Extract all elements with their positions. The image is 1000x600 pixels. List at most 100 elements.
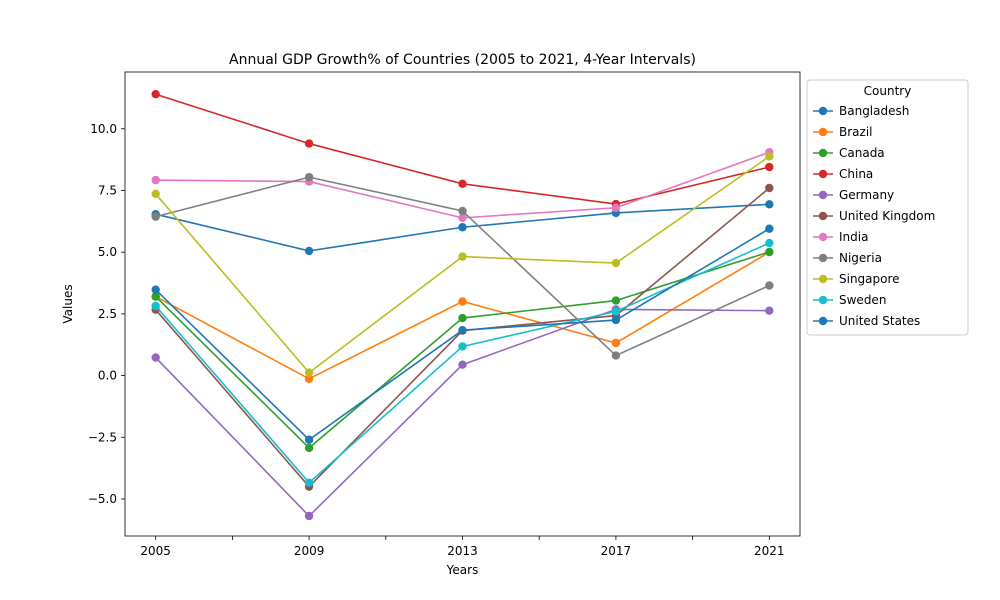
legend-swatch-marker: [818, 253, 828, 263]
data-point: [458, 179, 467, 189]
data-point: [765, 281, 774, 290]
data-point: [304, 368, 314, 377]
data-point: [304, 435, 314, 444]
data-point: [304, 139, 314, 148]
legend-label: Canada: [839, 146, 885, 160]
data-point: [611, 315, 621, 325]
legend-item: United States: [813, 314, 920, 328]
legend-swatch-marker: [818, 316, 828, 326]
x-axis-label: Years: [446, 563, 479, 577]
y-tick-label: −5.0: [88, 492, 117, 506]
x-tick-label: 2009: [294, 544, 325, 558]
legend-label: Germany: [839, 188, 894, 202]
data-point: [151, 285, 160, 294]
data-point: [765, 306, 774, 315]
y-tick-label: 7.5: [98, 183, 117, 197]
legend-label: United States: [839, 314, 920, 328]
legend-item: India: [813, 230, 868, 244]
y-axis: −5.0 −2.5 0.0 2.5 5.0 7.5 10.0: [88, 122, 125, 506]
legend: Country Bangladesh Brazil Canada China Germa…: [806, 79, 969, 336]
legend-label: Bangladesh: [839, 104, 909, 118]
legend-item: Singapore: [813, 272, 900, 286]
legend-item: Brazil: [813, 125, 873, 139]
data-point: [458, 342, 467, 351]
y-tick-label: 10.0: [90, 122, 117, 136]
y-tick-label: 0.0: [98, 369, 117, 383]
data-point: [151, 90, 160, 99]
legend-label: United Kingdom: [839, 209, 935, 223]
x-axis: 2005 2009 2013 2017 2021: [140, 536, 785, 558]
legend-swatch-marker: [818, 211, 828, 221]
y-tick-label: 2.5: [98, 307, 117, 321]
data-point: [611, 296, 621, 305]
data-point: [151, 175, 160, 185]
series-nigeria: [151, 172, 774, 360]
series-canada: [151, 247, 774, 453]
data-point: [611, 258, 621, 268]
series-united-states: [151, 224, 774, 444]
legend-item: Germany: [813, 188, 894, 202]
y-axis-label: Values: [61, 284, 75, 323]
legend-items: Bangladesh Brazil Canada China Germany United…: [813, 104, 935, 328]
legend-swatch-marker: [818, 190, 828, 200]
legend-item: Nigeria: [813, 251, 882, 265]
legend-label: India: [839, 230, 868, 244]
data-point: [611, 203, 621, 212]
data-point: [458, 223, 467, 232]
data-point: [151, 189, 160, 199]
legend-item: Canada: [813, 146, 885, 160]
data-point: [458, 325, 467, 335]
data-point: [304, 172, 314, 182]
data-point: [611, 351, 621, 360]
legend-swatch-marker: [818, 127, 828, 137]
legend-label: China: [839, 167, 873, 181]
chart-title: Annual GDP Growth% of Countries (2005 to…: [229, 52, 696, 68]
data-point: [151, 292, 160, 301]
y-tick-label: 5.0: [98, 245, 117, 259]
x-tick-label: 2013: [447, 544, 478, 558]
series-layer: [151, 90, 774, 521]
series-sweden: [151, 238, 774, 487]
legend-item: China: [813, 167, 873, 181]
data-point: [304, 443, 314, 453]
data-point: [611, 307, 621, 316]
y-tick-label: −2.5: [88, 430, 117, 444]
series-india: [151, 148, 774, 223]
legend-label: Nigeria: [839, 251, 882, 265]
data-point: [458, 252, 467, 261]
x-tick-label: 2017: [601, 544, 632, 558]
legend-item: Sweden: [813, 293, 886, 307]
data-point: [611, 338, 621, 348]
data-point: [304, 246, 314, 256]
data-point: [765, 200, 774, 209]
data-point: [765, 247, 774, 257]
data-point: [765, 162, 774, 172]
x-tick-label: 2005: [140, 544, 171, 558]
legend-item: Bangladesh: [813, 104, 909, 118]
data-point: [458, 313, 467, 323]
series-singapore: [151, 152, 774, 377]
legend-frame: [806, 79, 969, 336]
data-point: [304, 374, 314, 383]
legend-label: Singapore: [839, 272, 900, 286]
data-point: [304, 511, 314, 521]
legend-swatch-marker: [818, 274, 828, 284]
legend-swatch-marker: [818, 169, 828, 179]
data-point: [458, 360, 467, 369]
legend-swatch-marker: [818, 295, 828, 305]
data-point: [151, 212, 160, 221]
data-point: [765, 152, 774, 161]
legend-title: Country: [864, 84, 912, 98]
data-point: [304, 478, 314, 487]
data-point: [151, 301, 160, 311]
data-point: [458, 206, 467, 216]
data-point: [458, 297, 467, 306]
x-tick-label: 2021: [754, 544, 785, 558]
legend-label: Sweden: [839, 293, 886, 307]
data-point: [765, 238, 774, 248]
legend-swatch-marker: [818, 232, 828, 242]
legend-swatch-marker: [818, 106, 828, 116]
data-point: [765, 183, 774, 193]
data-point: [765, 224, 774, 233]
